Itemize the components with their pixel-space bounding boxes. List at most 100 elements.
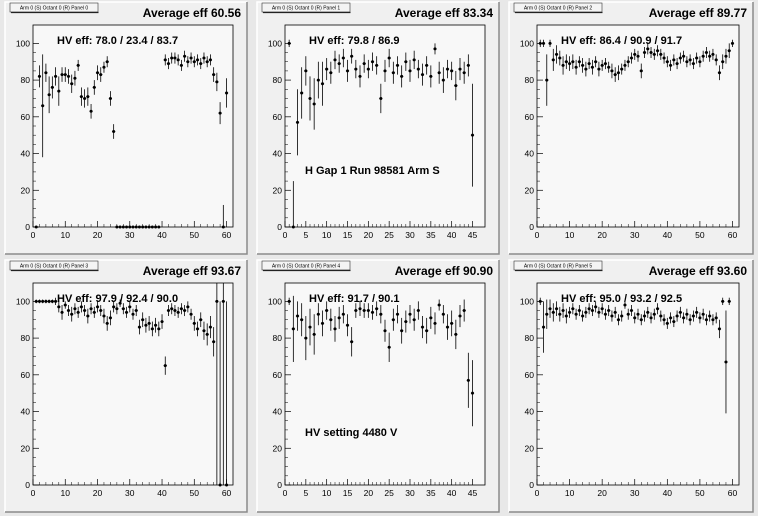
data-marker (379, 312, 383, 316)
data-marker (421, 325, 424, 329)
data-marker (333, 58, 337, 62)
x-tick-label: 35 (426, 488, 436, 498)
data-point (594, 56, 598, 68)
data-point (698, 312, 702, 324)
data-marker (147, 321, 151, 325)
data-marker (695, 56, 699, 60)
data-marker (462, 309, 466, 313)
data-marker (212, 73, 216, 77)
data-point (76, 59, 80, 71)
data-marker (704, 318, 708, 322)
data-point (450, 61, 454, 81)
data-point (308, 76, 312, 121)
y-tick-label: 0 (277, 480, 282, 490)
data-marker (131, 312, 135, 316)
x-tick-label: 30 (405, 230, 415, 240)
data-marker (304, 69, 308, 73)
data-point (678, 306, 682, 318)
data-point (157, 225, 161, 229)
data-marker (691, 62, 695, 66)
x-tick-label: 30 (630, 230, 640, 240)
data-point (659, 310, 663, 322)
data-point (675, 310, 679, 322)
data-point (44, 63, 48, 82)
data-marker (208, 58, 212, 62)
y-tick-label: 20 (21, 185, 31, 195)
data-point (41, 299, 45, 304)
data-marker (669, 63, 673, 67)
data-marker (404, 60, 408, 64)
data-point (691, 58, 695, 70)
data-point (150, 321, 154, 337)
x-tick-label: 10 (322, 488, 332, 498)
panel-bevel-light (4, 1, 247, 254)
data-point (678, 52, 682, 64)
data-marker (121, 225, 125, 229)
data-marker (581, 314, 585, 318)
y-tick-label: 40 (525, 407, 535, 417)
y-tick-label: 60 (525, 370, 535, 380)
data-marker (577, 60, 581, 64)
data-marker (296, 314, 299, 318)
x-tick-label: 50 (695, 488, 705, 498)
data-marker (150, 327, 154, 331)
data-marker (163, 364, 167, 368)
data-point (626, 308, 630, 320)
data-point (574, 59, 578, 75)
data-marker (362, 309, 366, 313)
data-point (34, 299, 38, 304)
data-point (730, 39, 735, 48)
data-marker (600, 307, 604, 311)
chart-panel-4: Arm 0 (S) Octant 0 (R) Panel 4 Average ef… (256, 259, 500, 513)
data-point (147, 225, 151, 229)
data-marker (610, 314, 614, 318)
data-point (548, 299, 552, 318)
data-marker (83, 96, 87, 100)
data-point (134, 225, 138, 229)
data-marker (354, 67, 358, 71)
data-marker (721, 299, 725, 303)
data-point (63, 67, 67, 82)
data-point (429, 65, 433, 88)
data-point (404, 52, 408, 71)
data-marker (186, 60, 190, 64)
chart-panel-0: Arm 0 (S) Octant 0 (R) Panel 0 Average ef… (4, 1, 248, 255)
data-point (642, 47, 647, 59)
data-marker (215, 299, 219, 303)
plot-frame (284, 24, 486, 228)
data-point (86, 308, 90, 324)
data-point (337, 306, 341, 329)
data-point (708, 50, 712, 62)
data-marker (218, 111, 222, 115)
data-point (659, 48, 663, 60)
data-point (208, 316, 213, 339)
data-marker (711, 318, 715, 322)
data-point (727, 297, 731, 306)
data-marker (296, 120, 299, 124)
data-marker (375, 63, 379, 67)
data-point (86, 87, 90, 106)
data-marker (561, 309, 565, 313)
data-point (157, 321, 161, 337)
data-point (370, 52, 375, 71)
x-tick-label: 0 (31, 230, 36, 240)
data-point (73, 303, 77, 315)
hv-eff-label: HV eff: 79.8 / 86.9 (309, 35, 400, 47)
data-point (610, 63, 614, 79)
data-marker (462, 71, 466, 75)
data-point (708, 310, 712, 322)
data-marker (329, 71, 333, 75)
data-marker (561, 63, 565, 67)
x-tick-label: 40 (447, 230, 457, 240)
x-tick-label: 60 (728, 488, 738, 498)
data-marker (346, 69, 349, 73)
x-tick-label: 0 (535, 488, 540, 498)
data-marker (44, 299, 48, 303)
data-point (128, 225, 132, 229)
data-point (105, 56, 109, 68)
data-point (462, 299, 466, 322)
data-marker (47, 93, 51, 97)
data-marker (333, 327, 337, 331)
panel-bevel-dark (509, 2, 754, 255)
x-tick-label: 15 (343, 488, 353, 498)
